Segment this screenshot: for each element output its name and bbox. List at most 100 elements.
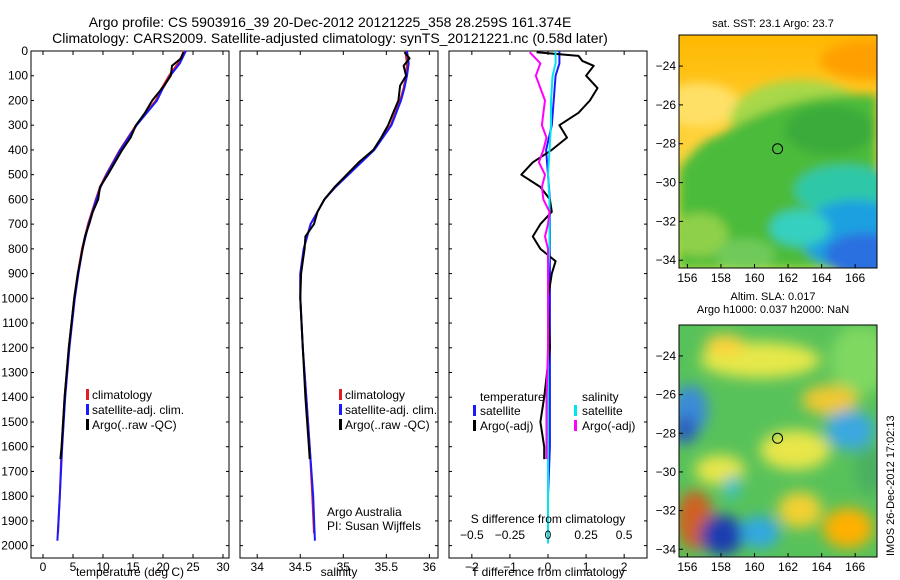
x-tick-label: 34 — [251, 560, 265, 574]
legend-swatch-satellite — [86, 404, 89, 415]
difference-salinity-argo-adj-line — [528, 51, 551, 460]
legend-swatch-argo — [339, 419, 342, 430]
imos-timestamp: IMOS 26-Dec-2012 17:02:13 — [885, 415, 897, 556]
map-x-tick-label: 162 — [778, 271, 798, 285]
legend-label-s-satellite: satellite — [582, 404, 623, 418]
legend-label-t-argo: Argo(-adj) — [480, 419, 533, 433]
map-x-tick-label: 156 — [677, 271, 697, 285]
x-tick-label: 20 — [156, 560, 170, 574]
legend-label-argo: Argo(..raw -QC) — [92, 418, 177, 432]
s-difference-tick-label: 0.5 — [616, 528, 633, 542]
sla-map-title-line-2: Argo h1000: 0.037 h2000: NaN — [697, 304, 849, 316]
x-tick-label: 36 — [423, 560, 437, 574]
map-y-tick-label: −30 — [656, 465, 677, 479]
x-tick-label: 15 — [126, 560, 140, 574]
map-y-tick-label: −32 — [656, 504, 677, 518]
t-difference-label: T difference from climatology — [471, 565, 625, 579]
sst-map-axes: 156 158 160 162 164 166 −24 −26 −28 −30 −32 −34 — [656, 59, 866, 285]
map-y-tick-label: −28 — [656, 137, 677, 151]
map-x-tick-label: 160 — [744, 271, 764, 285]
legend-label-argo: Argo(..raw -QC) — [345, 418, 430, 432]
s-difference-tick-labels: −0.5 −0.25 0 0.25 0.5 — [460, 528, 633, 542]
salinity-axis-label: salinity — [321, 565, 358, 579]
pi-annotation: PI: Susan Wijffels — [327, 519, 421, 533]
map-y-tick-label: −24 — [656, 59, 677, 73]
map-y-tick-label: −30 — [656, 176, 677, 190]
map-x-tick-label: 158 — [711, 271, 731, 285]
depth-tick-label: 800 — [8, 242, 28, 256]
depth-tick-label: 1700 — [1, 464, 28, 478]
depth-tick-label: 1600 — [1, 440, 28, 454]
x-tick-label: 2 — [621, 560, 628, 574]
legend-header-temperature: temperature — [480, 390, 545, 404]
salinity-legend: climatology satellite-adj. clim. Argo(..… — [339, 388, 437, 432]
map-y-tick-label: −32 — [656, 214, 677, 228]
depth-tick-label: 1300 — [1, 366, 28, 380]
sla-map-frame — [678, 324, 878, 558]
map-x-tick-label: 156 — [677, 560, 697, 574]
salinity-argo-raw-qc-line — [299, 51, 411, 460]
depth-tick-label: 1100 — [2, 316, 28, 330]
figure-title-line-2: Climatology: CARS2009. Satellite-adjuste… — [52, 30, 608, 46]
depth-tick-label: 1800 — [1, 489, 28, 503]
map-x-tick-label: 166 — [845, 560, 865, 574]
salinity-panel-frame — [239, 50, 439, 559]
map-y-tick-label: −34 — [656, 542, 677, 556]
depth-tick-label: 200 — [8, 93, 28, 107]
legend-label-climatology: climatology — [92, 388, 152, 402]
s-difference-tick-label: 0 — [545, 528, 552, 542]
map-y-tick-label: −26 — [656, 388, 677, 402]
legend-header-salinity: salinity — [582, 390, 619, 404]
temperature-x-axis: 0 5 10 15 20 25 30 — [40, 51, 230, 574]
x-tick-label: 10 — [96, 560, 110, 574]
argo-australia-annotation: Argo Australia — [327, 505, 402, 519]
legend-label-t-satellite: satellite — [480, 404, 521, 418]
legend-swatch-s-argo — [574, 420, 577, 431]
depth-tick-label: 1400 — [1, 390, 28, 404]
x-tick-label: −1 — [503, 560, 517, 574]
map-y-tick-label: −24 — [656, 349, 677, 363]
map-y-tick-label: −28 — [656, 426, 677, 440]
x-tick-label: 0 — [40, 560, 47, 574]
depth-tick-label: 600 — [8, 192, 28, 206]
legend-swatch-s-satellite — [574, 405, 577, 416]
s-difference-tick-label: −0.25 — [495, 528, 526, 542]
salinity-series-group — [299, 50, 411, 541]
x-tick-label: −2 — [465, 560, 479, 574]
depth-tick-label: 500 — [8, 168, 28, 182]
s-difference-tick-label: −0.5 — [460, 528, 484, 542]
map-x-tick-label: 162 — [778, 560, 798, 574]
sla-argo-location-marker — [772, 432, 784, 444]
sla-map-axes: 156 158 160 162 164 166 −24 −26 −28 −30 −32 −34 — [656, 349, 866, 574]
x-tick-label: 30 — [216, 560, 230, 574]
difference-salinity-satellite-line — [547, 51, 557, 544]
legend-swatch-satellite — [339, 404, 342, 415]
legend-swatch-t-argo — [473, 420, 476, 431]
argo-location-circle — [772, 143, 784, 155]
sst-argo-location-marker — [772, 143, 784, 155]
difference-temperature-argo-adj-line — [520, 51, 599, 460]
sst-heatmap — [679, 35, 877, 268]
map-x-tick-label: 164 — [812, 271, 832, 285]
legend-label-satellite: satellite-adj. clim. — [92, 403, 184, 417]
temperature-series-group — [56, 50, 187, 541]
x-tick-label: 1 — [583, 560, 590, 574]
temperature-axis-label: temperature (deg C) — [76, 565, 184, 579]
x-tick-label: 35 — [337, 560, 351, 574]
salinity-x-axis: 34 34.5 35 35.5 36 — [251, 51, 437, 574]
map-x-tick-label: 160 — [744, 560, 764, 574]
legend-swatch-argo — [86, 419, 89, 430]
x-tick-label: 35.5 — [375, 560, 399, 574]
depth-tick-label: 900 — [8, 267, 28, 281]
difference-x-axis: −2 −1 0 1 2 — [465, 51, 628, 574]
depth-tick-label: 1900 — [1, 514, 28, 528]
legend-label-s-argo: Argo(-adj) — [582, 419, 635, 433]
legend-swatch-climatology — [339, 389, 342, 400]
difference-series-group — [520, 51, 599, 544]
sst-map-title: sat. SST: 23.1 Argo: 23.7 — [712, 18, 834, 30]
depth-tick-label: 100 — [8, 69, 28, 83]
x-tick-label: 25 — [186, 560, 200, 574]
difference-legend: temperature satellite Argo(-adj) salinit… — [473, 390, 635, 433]
depth-tick-label: 400 — [8, 143, 28, 157]
